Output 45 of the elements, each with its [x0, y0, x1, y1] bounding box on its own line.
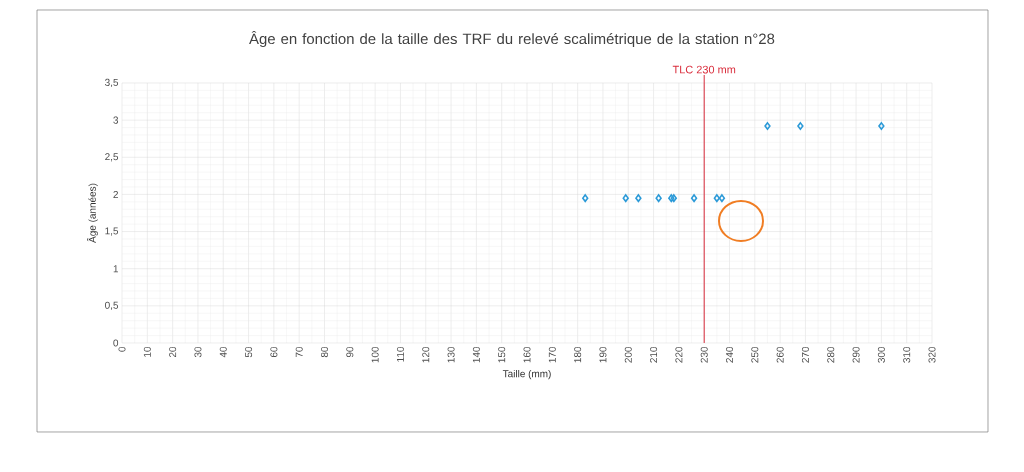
x-tick-label: 70: [295, 346, 303, 358]
x-tick-label: 100: [371, 346, 379, 363]
x-tick-label: 320: [928, 346, 936, 363]
x-tick-label: 130: [447, 346, 455, 363]
x-tick-label: 90: [346, 346, 354, 358]
x-tick-label: 50: [245, 346, 253, 358]
x-axis-title: Taille (mm): [502, 369, 551, 380]
x-tick-label: 230: [700, 346, 708, 363]
x-tick-label: 120: [422, 346, 430, 363]
x-tick-label: 240: [725, 346, 734, 363]
x-tick-label: 150: [498, 346, 506, 363]
x-tick-label: 80: [320, 346, 329, 358]
x-tick-label: 10: [143, 346, 151, 357]
x-tick-label: 140: [472, 346, 480, 363]
x-tick-label: 60: [270, 346, 278, 358]
y-tick-label: 0: [113, 339, 119, 347]
x-tick-label: 0: [118, 346, 126, 352]
x-tick-label: 170: [548, 346, 556, 363]
x-tick-label: 200: [624, 346, 632, 363]
y-tick-label: 1: [113, 265, 119, 273]
x-tick-label: 210: [650, 346, 658, 363]
x-tick-label: 260: [776, 346, 784, 363]
y-tick-label: 3: [113, 116, 119, 124]
x-tick-label: 310: [903, 346, 911, 363]
x-tick-label: 270: [801, 346, 809, 363]
x-tick-label: 20: [169, 346, 177, 358]
x-tick-label: 290: [852, 346, 860, 363]
x-tick-label: 250: [751, 346, 759, 363]
x-tick-label: 190: [599, 346, 607, 363]
y-tick-label: 2: [113, 190, 118, 198]
x-tick-label: 220: [675, 346, 683, 363]
x-tick-label: 280: [827, 346, 835, 363]
x-tick-label: 30: [194, 346, 202, 358]
y-tick-label: 0,5: [105, 301, 119, 310]
y-tick-label: 3,5: [105, 78, 119, 88]
y-axis-title: Âge (années): [87, 183, 98, 243]
x-tick-label: 180: [574, 346, 582, 363]
chart-title: Âge en fonction de la taille des TRF du relevé scalimétrique de la station n°28: [249, 30, 775, 48]
x-tick-label: 40: [219, 346, 227, 358]
ref-line-label: TLC 230 mm: [672, 65, 736, 74]
y-tick-label: 2,5: [105, 153, 119, 162]
x-tick-label: 160: [523, 346, 531, 363]
x-tick-label: 300: [877, 346, 885, 363]
x-tick-label: 110: [396, 346, 404, 362]
y-tick-label: 1,5: [105, 227, 119, 236]
